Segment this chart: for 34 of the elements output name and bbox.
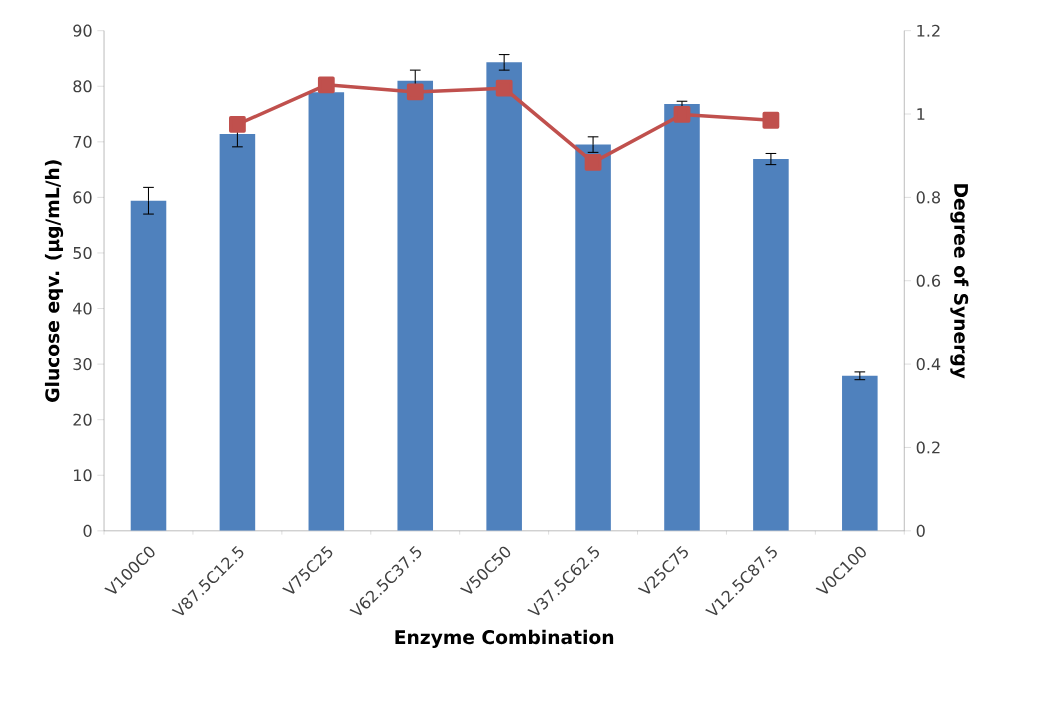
y2-tick-label: 1.2 — [917, 24, 940, 37]
bar — [575, 144, 611, 532]
y2-tick-label: 0.2 — [916, 441, 940, 454]
y2-tick-label: 0.8 — [916, 191, 941, 204]
y-tick-label: 90 — [73, 24, 92, 37]
y-tick-label: 70 — [73, 135, 92, 149]
bar — [219, 134, 256, 532]
y-tick-label: 80 — [73, 80, 92, 93]
y2-tick-label: 0.4 — [916, 358, 941, 371]
y-tick-label: 50 — [73, 247, 92, 260]
bar — [130, 200, 167, 532]
bar — [753, 159, 789, 532]
y-tick-label: 20 — [73, 413, 92, 426]
x-axis-title: Enzyme Combination — [395, 629, 614, 649]
point — [495, 79, 513, 97]
bar — [486, 62, 522, 532]
bar — [664, 104, 700, 532]
bar — [397, 80, 434, 532]
y2-tick-label: 0 — [916, 524, 925, 538]
y-tick-label: 40 — [73, 302, 92, 315]
point — [584, 154, 602, 171]
bar — [842, 376, 878, 532]
y2-tick-label: 0.6 — [916, 274, 941, 288]
y-tick-label: 30 — [73, 358, 92, 371]
bar — [308, 92, 345, 532]
point — [317, 76, 335, 94]
point — [762, 112, 780, 129]
y2-tick-label: 1 — [917, 108, 925, 121]
point — [673, 106, 691, 124]
y-tick-label: 60 — [73, 191, 92, 204]
y-tick-label: 10 — [74, 469, 92, 482]
y-tick-label: 0 — [83, 524, 92, 538]
y2-axis-title: Degree of Synergy — [950, 184, 969, 379]
y-axis-title: Glucose eqv. (µg/mL/h) — [44, 160, 64, 403]
